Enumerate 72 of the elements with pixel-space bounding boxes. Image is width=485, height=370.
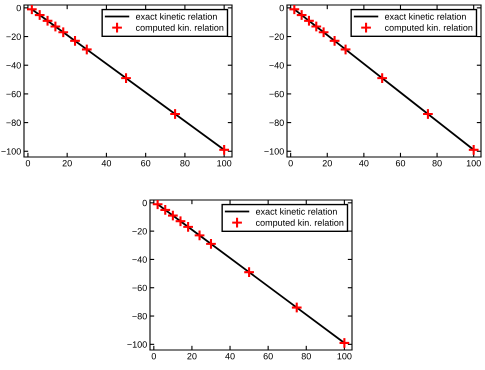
point: [205, 238, 217, 250]
y-tick-label: −20: [132, 228, 147, 234]
y-tick-label: −20: [269, 34, 284, 40]
point: [26, 5, 38, 16]
point: [49, 20, 62, 32]
legend-label: computed kin. relation: [384, 24, 472, 33]
point: [57, 26, 70, 38]
point: [42, 14, 54, 27]
legend-label: exact kinetic relation: [256, 208, 337, 215]
point: [152, 200, 164, 210]
x-tick-label: 0: [152, 353, 156, 360]
point: [376, 72, 388, 84]
y-tick-label: −80: [132, 313, 147, 320]
y-tick-label: −100: [1, 148, 21, 155]
x-tick-label: 40: [102, 160, 112, 166]
legend-label: computed kin. relation: [256, 219, 344, 228]
point: [303, 14, 315, 27]
point: [338, 337, 350, 349]
point: [120, 72, 132, 84]
point: [182, 220, 194, 233]
y-tick-label: −40: [132, 256, 147, 263]
x-tick-label: 100: [466, 160, 481, 166]
x-tick-label: 100: [338, 353, 352, 360]
y-tick-label: −40: [6, 62, 21, 69]
point: [159, 204, 172, 216]
legend-label: computed kin. relation: [136, 24, 224, 33]
point: [69, 34, 81, 47]
point: [243, 266, 255, 278]
y-tick-label: −80: [269, 120, 284, 126]
x-tick-label: 60: [264, 353, 273, 360]
y-tick-label: −60: [132, 284, 147, 292]
y-tick-label: −100: [127, 341, 147, 348]
legend-label: exact kinetic relation: [136, 13, 217, 20]
legend-label: exact kinetic relation: [384, 13, 466, 20]
point: [218, 144, 230, 156]
x-tick-label: 60: [141, 160, 150, 166]
point: [174, 215, 186, 228]
point: [169, 108, 181, 120]
point: [310, 20, 322, 32]
point: [318, 26, 330, 38]
y-tick-label: 0: [280, 4, 284, 12]
y-tick-label: 0: [16, 4, 21, 12]
x-tick-label: 60: [396, 160, 406, 166]
x-tick-label: 20: [187, 353, 197, 360]
point: [422, 108, 434, 120]
x-tick-label: 40: [225, 353, 235, 360]
y-tick-label: −40: [269, 62, 284, 69]
point: [290, 302, 303, 314]
point: [166, 210, 179, 222]
x-tick-label: 100: [217, 160, 232, 166]
y-tick-label: −80: [6, 120, 21, 126]
x-tick-label: 40: [359, 160, 369, 166]
point: [340, 44, 352, 56]
x-tick-label: 20: [322, 160, 332, 166]
x-tick-label: 0: [288, 160, 293, 166]
point: [328, 34, 340, 47]
y-tick-label: 0: [142, 200, 147, 206]
x-tick-label: 20: [62, 160, 72, 166]
x-tick-label: 0: [26, 160, 30, 166]
y-tick-label: −60: [269, 90, 284, 98]
y-tick-label: −60: [6, 90, 21, 98]
y-tick-label: −20: [6, 34, 21, 40]
point: [468, 144, 480, 156]
point: [296, 9, 308, 21]
x-tick-label: 80: [432, 160, 442, 166]
point: [34, 9, 46, 21]
x-tick-label: 80: [180, 160, 190, 166]
point: [194, 229, 206, 242]
point: [80, 44, 93, 56]
point: [288, 5, 300, 16]
y-tick-label: −100: [264, 148, 284, 155]
x-tick-label: 80: [302, 353, 311, 360]
